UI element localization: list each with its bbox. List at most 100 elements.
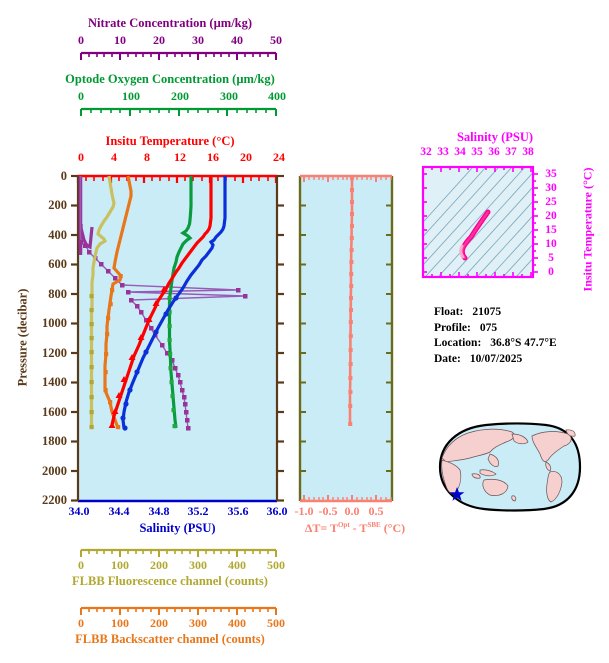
metadata-float-row: Float: 21075 xyxy=(434,304,557,320)
oxygen-tick: 0 xyxy=(78,89,84,103)
series-salinity xyxy=(120,176,227,431)
ts-y-tick: 5 xyxy=(548,252,554,264)
pressure-axis-title: Pressure (decibar) xyxy=(15,288,30,387)
temperature-tick: 0 xyxy=(78,150,84,164)
metadata-profile-row: Profile: 075 xyxy=(434,320,557,336)
series-temperature xyxy=(108,176,213,428)
ts-diagram[interactable] xyxy=(418,162,548,292)
delta-t-tick: -0.5 xyxy=(318,504,338,518)
nitrate-axis-ruler xyxy=(80,51,277,60)
oxygen-tick: 400 xyxy=(268,89,286,103)
nitrate-tick: 50 xyxy=(270,33,282,47)
backscatter-tick: 200 xyxy=(150,616,168,630)
metadata-location-row: Location: 36.8°S 47.7°E xyxy=(434,335,557,351)
fluorescence-tick-labels: 0 100 200 300 400 500 xyxy=(0,558,340,572)
temperature-markers xyxy=(108,286,168,428)
fluorescence-axis-ruler xyxy=(80,548,277,557)
map-float-marker-star xyxy=(449,487,465,501)
series-oxygen xyxy=(167,176,193,429)
ts-title: Salinity (PSU) xyxy=(456,130,534,144)
pressure-tick: 400 xyxy=(48,228,67,242)
metadata-date-value: 10/07/2025 xyxy=(469,352,523,365)
ts-x-tick: 36 xyxy=(488,146,500,158)
map-land xyxy=(441,428,576,503)
nitrate-tick: 40 xyxy=(231,33,243,47)
delta-t-tick: -1.0 xyxy=(294,504,314,518)
delta-t-tick: 0.5 xyxy=(368,504,384,518)
fluorescence-tick: 400 xyxy=(228,558,246,572)
temperature-tick: 12 xyxy=(174,150,186,164)
nitrate-tick-labels: 0 10 20 30 40 50 xyxy=(0,33,340,47)
pressure-tick: 1400 xyxy=(42,375,67,389)
oxygen-axis-group: Optode Oxygen Concentration (µm/kg) 0 10… xyxy=(0,72,340,116)
temperature-tick: 4 xyxy=(111,150,117,164)
pressure-tick: 800 xyxy=(48,287,67,301)
backscatter-tick: 0 xyxy=(78,616,84,630)
ts-y-tick: 30 xyxy=(545,182,557,194)
pressure-axis-right xyxy=(275,174,284,502)
delta-t-horizontal-axes xyxy=(300,174,392,503)
oxygen-tick: 100 xyxy=(122,89,140,103)
salinity-tick: 35.2 xyxy=(187,504,209,518)
ts-x-tick: 37 xyxy=(505,146,517,158)
pressure-tick: 2200 xyxy=(42,493,67,507)
pressure-tick: 200 xyxy=(48,198,67,212)
fluorescence-axis-title: FLBB Fluorescence channel (counts) xyxy=(72,574,268,588)
float-metadata: Float: 21075 Profile: 075 Location: 36.8… xyxy=(434,304,557,366)
main-profile-plot[interactable] xyxy=(0,0,340,530)
metadata-date-row: Date: 10/07/2025 xyxy=(434,351,557,367)
nitrate-axis-title: Nitrate Concentration (µm/kg) xyxy=(87,16,253,30)
series-fluorescence xyxy=(89,175,116,430)
ts-curve xyxy=(459,209,491,261)
ts-x-tick: 35 xyxy=(471,146,483,158)
nitrate-tick: 0 xyxy=(78,33,84,47)
ts-frame-ticks xyxy=(422,167,538,277)
temperature-tick: 24 xyxy=(273,150,285,164)
backscatter-axis-ruler xyxy=(80,606,277,615)
metadata-profile-value: 075 xyxy=(479,321,498,334)
salinity-tick: 35.6 xyxy=(227,504,249,518)
delta-t-tick-labels: -1.0 -0.5 0.0 0.5 xyxy=(290,504,420,518)
ts-y-tick: 15 xyxy=(545,224,557,236)
temperature-tick: 20 xyxy=(240,150,252,164)
ts-x-tick-labels: 32 33 34 35 36 37 38 xyxy=(418,146,578,160)
metadata-location-label: Location: xyxy=(434,337,482,349)
ts-y-axis-title: Insitu Temperature (°C) xyxy=(580,167,595,292)
oxygen-tick-labels: 0 100 200 300 400 xyxy=(0,89,340,103)
world-map-inset[interactable] xyxy=(428,412,588,522)
salinity-tick: 36.0 xyxy=(266,504,288,518)
delta-t-title-text: ΔT= TOpt - TSBE (°C) xyxy=(304,521,406,535)
metadata-float-label: Float: xyxy=(434,306,464,318)
salinity-tick-labels: 34.0 34.4 34.8 35.2 35.6 36.0 xyxy=(0,504,340,518)
metadata-float-value: 21075 xyxy=(472,306,502,318)
oxygen-tick: 200 xyxy=(171,89,189,103)
ts-y-tick: 25 xyxy=(545,196,557,208)
ts-frame xyxy=(421,165,535,279)
metadata-profile-label: Profile: xyxy=(434,321,471,334)
ts-x-tick: 38 xyxy=(522,146,534,158)
salinity-tick: 34.4 xyxy=(108,504,130,518)
ts-density-isolines xyxy=(423,167,533,277)
oxygen-axis-title: Optode Oxygen Concentration (µm/kg) xyxy=(65,72,275,86)
temperature-tick: 8 xyxy=(144,150,150,164)
pressure-tick: 0 xyxy=(60,169,67,183)
pressure-tick: 1000 xyxy=(42,316,67,330)
nitrate-tick: 10 xyxy=(114,33,126,47)
temperature-axis-title: Insitu Temperature (°C) xyxy=(105,134,235,148)
temperature-tick: 16 xyxy=(207,150,219,164)
temperature-tick-labels: 0 4 8 12 16 20 24 xyxy=(0,150,340,164)
pressure-axis-left xyxy=(71,174,80,502)
backscatter-tick: 400 xyxy=(228,616,246,630)
ts-x-tick: 34 xyxy=(454,146,466,158)
backscatter-tick: 300 xyxy=(189,616,207,630)
pressure-tick: 1200 xyxy=(42,346,67,360)
delta-t-background xyxy=(300,176,392,501)
fluorescence-tick: 200 xyxy=(150,558,168,572)
backscatter-tick: 500 xyxy=(267,616,285,630)
fluorescence-tick: 100 xyxy=(111,558,129,572)
delta-t-panel[interactable] xyxy=(290,170,410,510)
metadata-date-label: Date: xyxy=(434,352,461,365)
ts-x-tick: 32 xyxy=(420,146,432,158)
oxygen-tick: 300 xyxy=(220,89,238,103)
nitrate-tick: 20 xyxy=(153,33,165,47)
